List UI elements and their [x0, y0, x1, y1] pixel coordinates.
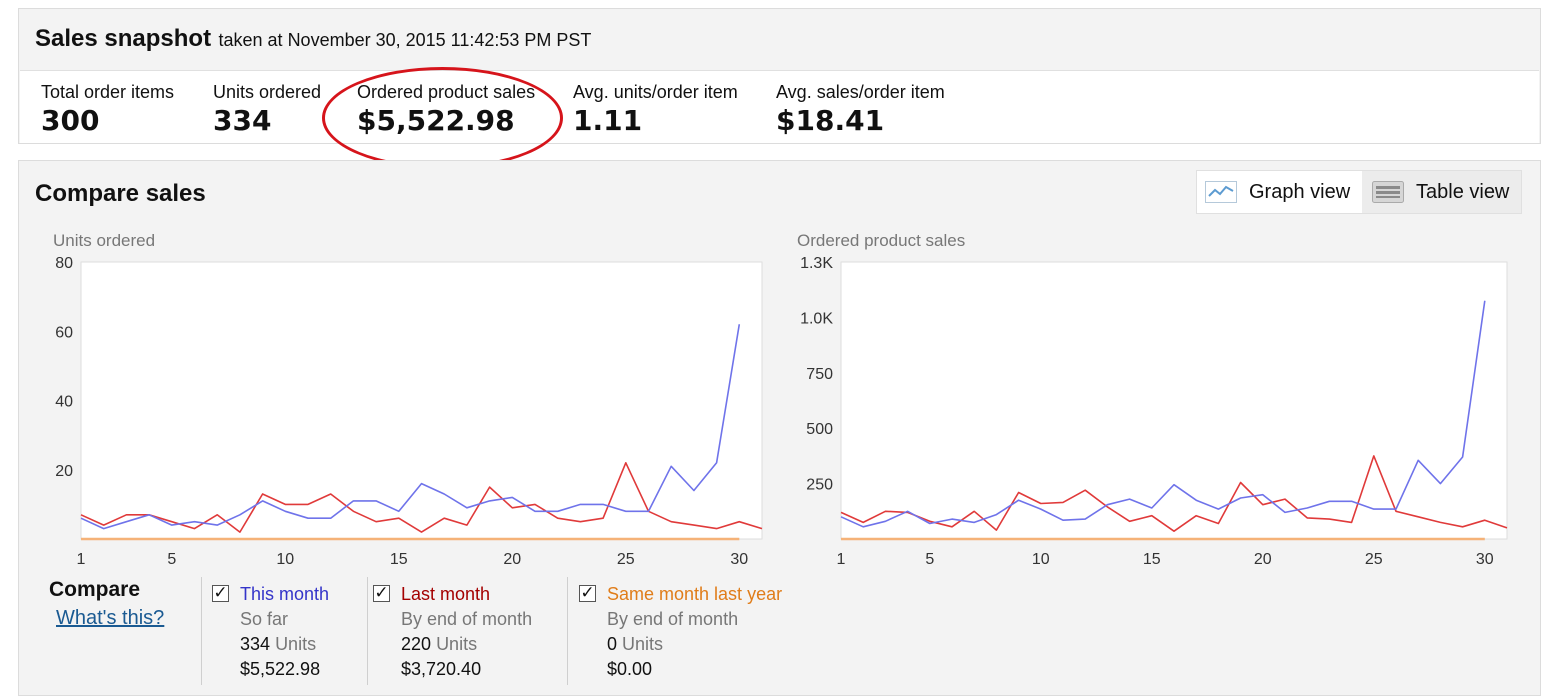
series-line-last-month	[840, 455, 1508, 533]
plot-area	[80, 261, 763, 540]
line-chart-icon	[1205, 181, 1237, 203]
sales-snapshot-panel: Sales snapshot taken at November 30, 201…	[18, 8, 1541, 144]
legend-units: 334 Units	[240, 634, 329, 655]
y-tick-label: 500	[806, 421, 833, 438]
chart-title: Ordered product sales	[797, 231, 965, 250]
graph-view-label: Graph view	[1249, 180, 1351, 203]
this-month-checkbox[interactable]: ✓	[212, 583, 229, 603]
snapshot-title: Sales snapshot	[35, 25, 212, 52]
legend-units-value: 0	[607, 634, 618, 654]
same-month-last-year-checkbox[interactable]: ✓	[579, 583, 596, 603]
legend-divider	[201, 577, 202, 685]
x-tick-label: 1	[77, 551, 86, 568]
metric-value: 300	[41, 104, 100, 137]
legend-divider	[567, 577, 568, 685]
table-view-label: Table view	[1416, 180, 1510, 203]
y-tick-label: 80	[55, 255, 73, 272]
red-highlight-ellipse	[322, 67, 563, 169]
keyboard-table-icon	[1372, 181, 1404, 203]
legend-sales: $3,720.40	[401, 659, 482, 679]
legend-units-word: Units	[436, 634, 478, 654]
y-tick-label: 40	[55, 394, 73, 411]
legend-period: So far	[240, 609, 289, 629]
legend-sales: $5,522.98	[240, 659, 321, 679]
view-toggle: Graph view Table view	[1196, 170, 1522, 214]
plot-area	[840, 261, 1508, 540]
table-view-button[interactable]: Table view	[1362, 171, 1521, 213]
legend-series-name: This month	[240, 584, 330, 604]
compare-label: Compare	[49, 578, 141, 601]
legend-series-name: Last month	[401, 584, 491, 604]
compare-sales-title: Compare sales	[35, 180, 206, 207]
y-tick-label: 750	[806, 366, 833, 383]
x-tick-label: 1	[837, 551, 846, 568]
y-tick-label: 60	[55, 324, 73, 341]
metric-avg-units-per-order-item: Avg. units/order item 1.11	[573, 82, 738, 137]
legend-sales: $0.00	[607, 659, 653, 679]
metric-value: 334	[213, 104, 272, 137]
metric-units-ordered: Units ordered 334	[213, 82, 321, 137]
legend-units: 220 Units	[401, 634, 532, 655]
graph-view-button[interactable]: Graph view	[1197, 171, 1362, 213]
metric-value: 1.11	[573, 104, 643, 137]
legend-units: 0 Units	[607, 634, 782, 655]
x-tick-label: 20	[503, 551, 521, 568]
x-tick-label: 30	[730, 551, 748, 568]
compare-sales-panel: Compare sales Graph view Table view Unit…	[18, 160, 1541, 696]
snapshot-timestamp: taken at November 30, 2015 11:42:53 PM P…	[218, 30, 592, 50]
legend-period: By end of month	[607, 609, 739, 629]
x-tick-label: 5	[925, 551, 934, 568]
series-line-this-month	[80, 324, 741, 530]
legend-units-value: 334	[240, 634, 271, 654]
x-tick-label: 10	[1032, 551, 1050, 568]
x-tick-label: 15	[390, 551, 408, 568]
metric-total-order-items: Total order items 300	[41, 82, 174, 137]
metric-label: Avg. units/order item	[573, 82, 738, 102]
snapshot-header: Sales snapshot taken at November 30, 201…	[35, 25, 591, 53]
metric-label: Units ordered	[213, 82, 322, 102]
legend-units-word: Units	[622, 634, 664, 654]
series-line-this-month	[840, 300, 1486, 528]
last-month-checkbox[interactable]: ✓	[373, 583, 390, 603]
legend-period: By end of month	[401, 609, 533, 629]
y-tick-label: 250	[806, 477, 833, 494]
y-tick-label: 1.3K	[800, 255, 833, 272]
x-tick-label: 25	[617, 551, 635, 568]
metric-label: Total order items	[41, 82, 175, 102]
snapshot-metrics: Total order items 300 Units ordered 334 …	[20, 70, 1539, 143]
x-tick-label: 30	[1476, 551, 1494, 568]
x-tick-label: 10	[276, 551, 294, 568]
y-tick-label: 1.0K	[800, 310, 833, 327]
legend-units-value: 220	[401, 634, 432, 654]
x-tick-label: 5	[167, 551, 176, 568]
whats-this-link[interactable]: What's this?	[56, 607, 165, 629]
legend-divider	[367, 577, 368, 685]
legend-series-name: Same month last year	[607, 584, 783, 604]
metric-label: Avg. sales/order item	[776, 82, 945, 102]
y-tick-label: 20	[55, 463, 73, 480]
legend-units-word: Units	[275, 634, 317, 654]
chart-title: Units ordered	[53, 231, 155, 250]
x-tick-label: 20	[1254, 551, 1272, 568]
metric-avg-sales-per-order-item: Avg. sales/order item $18.41	[776, 82, 945, 137]
metric-value: $18.41	[776, 104, 885, 137]
x-tick-label: 25	[1365, 551, 1383, 568]
x-tick-label: 15	[1143, 551, 1161, 568]
